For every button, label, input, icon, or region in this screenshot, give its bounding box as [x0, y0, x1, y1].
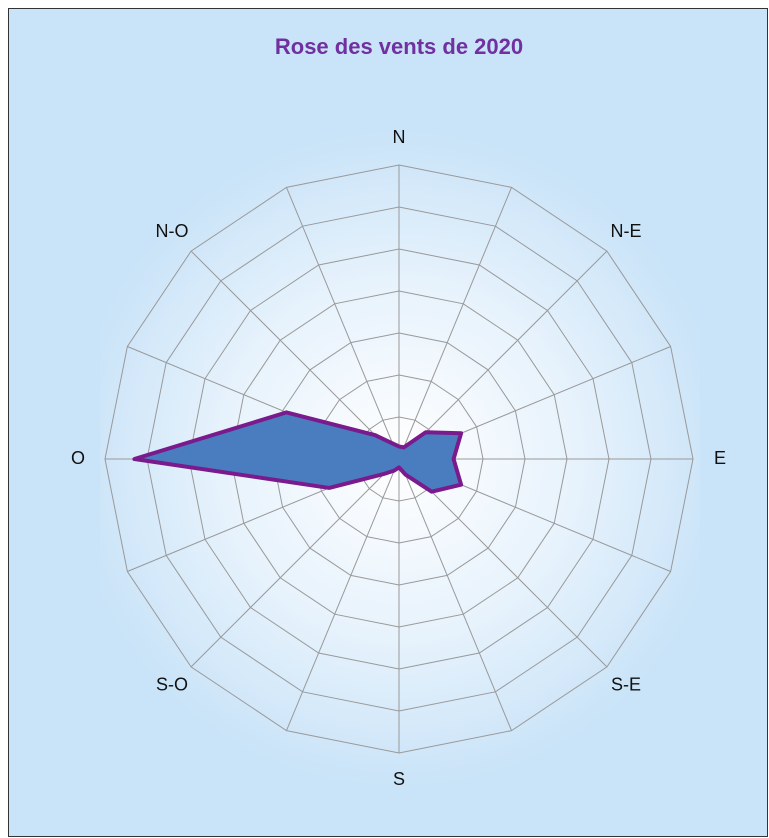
axis-label: N-O: [156, 221, 189, 241]
spoke: [398, 187, 512, 460]
axis-label: O: [71, 448, 85, 468]
axis-label: S: [393, 769, 405, 789]
spoke: [286, 458, 400, 731]
spoke: [398, 250, 608, 460]
axis-label: N-E: [610, 221, 641, 241]
spoke: [286, 187, 400, 460]
spoke: [398, 458, 512, 731]
axis-label: S-E: [611, 675, 641, 695]
axis-label: N: [393, 127, 406, 147]
spoke: [190, 458, 400, 668]
radar-area: [132, 410, 464, 494]
axis-label: S-O: [156, 675, 188, 695]
chart-title: Rose des vents de 2020: [275, 34, 523, 59]
spoke: [398, 458, 608, 668]
axis-label: E: [714, 448, 726, 468]
spoke: [190, 250, 400, 460]
